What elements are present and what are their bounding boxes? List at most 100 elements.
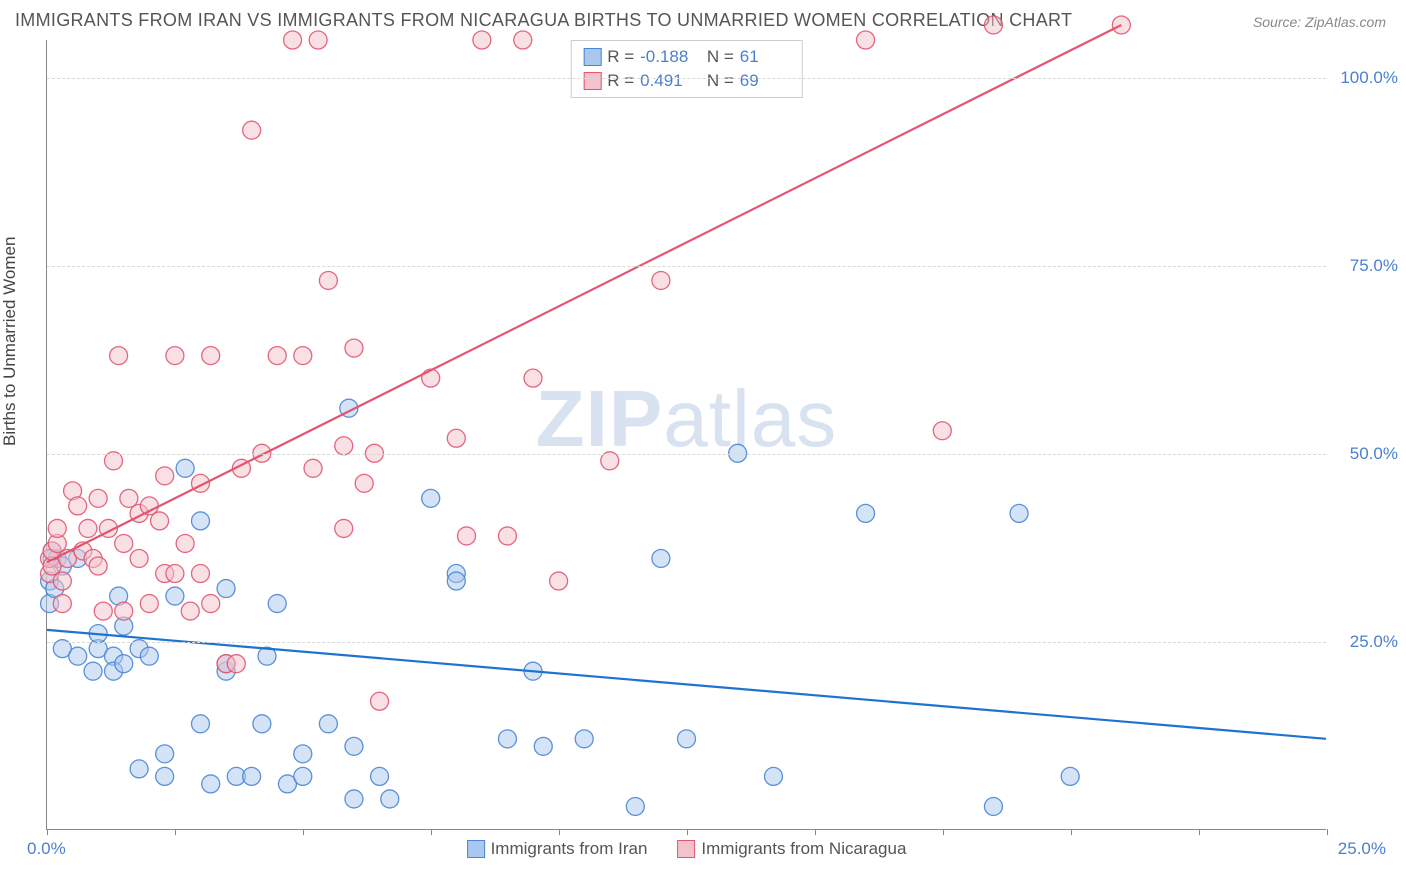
x-tick <box>815 829 816 835</box>
scatter-point-iran <box>191 715 209 733</box>
scatter-point-nicaragua <box>498 527 516 545</box>
swatch-nicaragua <box>583 72 601 90</box>
r-label: R = <box>607 45 634 69</box>
x-tick <box>303 829 304 835</box>
scatter-point-iran <box>1010 504 1028 522</box>
scatter-point-iran <box>140 647 158 665</box>
scatter-point-nicaragua <box>447 429 465 447</box>
scatter-plot-svg <box>47 40 1326 829</box>
x-axis-min-label: 0.0% <box>27 839 66 859</box>
n-value-iran: 61 <box>740 45 790 69</box>
scatter-point-nicaragua <box>53 595 71 613</box>
legend-swatch-nicaragua <box>677 840 695 858</box>
legend: Immigrants from Iran Immigrants from Nic… <box>467 839 907 859</box>
scatter-point-iran <box>345 790 363 808</box>
scatter-point-nicaragua <box>140 595 158 613</box>
r-value-iran: -0.188 <box>640 45 690 69</box>
chart-container: IMMIGRANTS FROM IRAN VS IMMIGRANTS FROM … <box>0 0 1406 892</box>
scatter-point-iran <box>381 790 399 808</box>
scatter-point-nicaragua <box>268 347 286 365</box>
scatter-point-nicaragua <box>94 602 112 620</box>
x-tick <box>1327 829 1328 835</box>
legend-item-nicaragua: Immigrants from Nicaragua <box>677 839 906 859</box>
scatter-point-nicaragua <box>176 534 194 552</box>
x-tick <box>559 829 560 835</box>
y-tick-label: 25.0% <box>1350 632 1398 652</box>
scatter-point-nicaragua <box>89 489 107 507</box>
chart-title: IMMIGRANTS FROM IRAN VS IMMIGRANTS FROM … <box>15 10 1072 31</box>
scatter-point-nicaragua <box>422 369 440 387</box>
scatter-point-iran <box>253 715 271 733</box>
x-tick <box>1199 829 1200 835</box>
scatter-point-nicaragua <box>115 534 133 552</box>
scatter-point-iran <box>130 760 148 778</box>
gridline <box>47 454 1326 455</box>
scatter-point-nicaragua <box>166 565 184 583</box>
scatter-point-nicaragua <box>53 572 71 590</box>
source-attribution: Source: ZipAtlas.com <box>1253 14 1386 30</box>
scatter-point-iran <box>422 489 440 507</box>
scatter-point-nicaragua <box>473 31 491 49</box>
y-tick-label: 75.0% <box>1350 256 1398 276</box>
scatter-point-iran <box>534 737 552 755</box>
x-tick <box>47 829 48 835</box>
scatter-point-nicaragua <box>202 595 220 613</box>
scatter-point-nicaragua <box>984 16 1002 34</box>
scatter-point-nicaragua <box>284 31 302 49</box>
scatter-point-nicaragua <box>166 347 184 365</box>
scatter-point-nicaragua <box>319 271 337 289</box>
plot-area: ZIPatlas R = -0.188 N = 61 R = 0.491 N =… <box>46 40 1326 830</box>
scatter-point-nicaragua <box>550 572 568 590</box>
scatter-point-iran <box>166 587 184 605</box>
scatter-point-nicaragua <box>48 519 66 537</box>
scatter-point-nicaragua <box>652 271 670 289</box>
scatter-point-iran <box>626 797 644 815</box>
y-tick-label: 100.0% <box>1340 68 1398 88</box>
scatter-point-nicaragua <box>115 602 133 620</box>
scatter-point-nicaragua <box>458 527 476 545</box>
scatter-point-nicaragua <box>227 655 245 673</box>
scatter-point-nicaragua <box>110 347 128 365</box>
scatter-point-iran <box>294 767 312 785</box>
correlation-stats-box: R = -0.188 N = 61 R = 0.491 N = 69 <box>570 40 803 98</box>
scatter-point-nicaragua <box>151 512 169 530</box>
scatter-point-iran <box>202 775 220 793</box>
scatter-point-iran <box>243 767 261 785</box>
scatter-point-iran <box>115 655 133 673</box>
n-value-nicaragua: 69 <box>740 69 790 93</box>
r-label: R = <box>607 69 634 93</box>
scatter-point-iran <box>319 715 337 733</box>
y-axis-title: Births to Unmarried Women <box>0 237 20 446</box>
scatter-point-iran <box>1061 767 1079 785</box>
scatter-point-iran <box>371 767 389 785</box>
scatter-point-nicaragua <box>335 519 353 537</box>
scatter-point-iran <box>84 662 102 680</box>
scatter-point-iran <box>268 595 286 613</box>
scatter-point-iran <box>156 767 174 785</box>
scatter-point-nicaragua <box>514 31 532 49</box>
scatter-point-nicaragua <box>243 121 261 139</box>
scatter-point-nicaragua <box>345 339 363 357</box>
trendline-nicaragua <box>47 25 1121 562</box>
stat-row-nicaragua: R = 0.491 N = 69 <box>583 69 790 93</box>
r-value-nicaragua: 0.491 <box>640 69 690 93</box>
x-tick <box>687 829 688 835</box>
scatter-point-iran <box>191 512 209 530</box>
x-axis-max-label: 25.0% <box>1338 839 1386 859</box>
gridline <box>47 78 1326 79</box>
scatter-point-iran <box>575 730 593 748</box>
gridline <box>47 642 1326 643</box>
scatter-point-nicaragua <box>181 602 199 620</box>
x-tick <box>943 829 944 835</box>
n-label: N = <box>707 45 734 69</box>
legend-label-iran: Immigrants from Iran <box>491 839 648 859</box>
scatter-point-nicaragua <box>355 474 373 492</box>
legend-swatch-iran <box>467 840 485 858</box>
x-tick <box>175 829 176 835</box>
scatter-point-iran <box>69 647 87 665</box>
stat-row-iran: R = -0.188 N = 61 <box>583 45 790 69</box>
legend-label-nicaragua: Immigrants from Nicaragua <box>701 839 906 859</box>
trendline-iran <box>47 630 1326 739</box>
scatter-point-nicaragua <box>933 422 951 440</box>
scatter-point-iran <box>294 745 312 763</box>
